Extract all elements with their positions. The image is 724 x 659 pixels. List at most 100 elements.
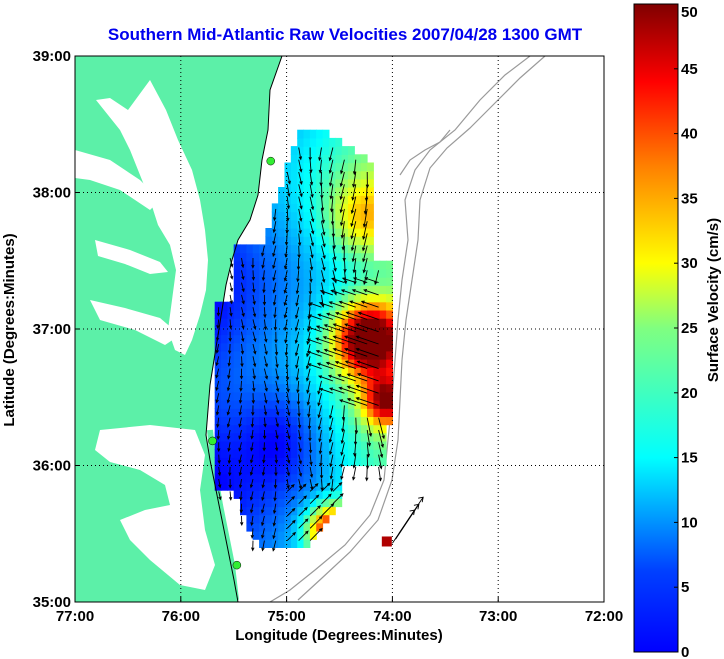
velocity-cell [278,424,285,434]
velocity-cell [303,440,311,450]
velocity-cell [265,293,273,303]
velocity-cell [284,228,292,237]
velocity-arrow [317,380,322,395]
velocity-cell [335,457,343,467]
velocity-cell [297,277,305,286]
velocity-cell [335,350,343,360]
velocity-arrow [298,147,303,161]
velocity-cell [265,260,273,270]
velocity-arrow [350,221,357,240]
velocity-cell [360,268,368,278]
velocity-arrow [339,184,345,201]
velocity-arrow [263,368,269,380]
velocity-cell [221,359,228,368]
velocity-cell [271,473,279,483]
velocity-arrow [229,270,234,280]
velocity-arrow [252,307,257,318]
velocity-cell [252,400,260,409]
y-tick-label: 39:00 [33,48,71,65]
velocity-cell [290,268,298,278]
velocity-cell [297,400,305,409]
velocity-cell [373,367,381,376]
velocity-cell [227,342,235,352]
velocity-cell [367,203,374,213]
velocity-cell [373,432,381,442]
velocity-arrow [319,454,323,467]
velocity-cell [386,383,393,393]
velocity-cell [341,334,349,344]
velocity-cell [233,252,241,262]
velocity-cell [271,391,279,401]
velocity-cell [259,465,266,475]
velocity-cell [303,178,311,188]
velocity-cell [271,228,279,237]
velocity-cell [246,416,254,426]
velocity-cell [246,244,254,254]
velocity-arrow [330,479,334,493]
velocity-arrow [295,356,300,369]
velocity-cell [252,440,260,450]
colorbar-tick-label: 40 [681,126,698,143]
velocity-cell [284,408,292,417]
velocity-cell [246,326,254,336]
velocity-cell [290,375,298,385]
velocity-cell [252,383,260,393]
velocity-cell [379,375,387,385]
velocity-cell [348,146,355,155]
velocity-arrow [286,519,296,529]
velocity-cell [271,350,279,360]
velocity-arrow [226,417,231,428]
velocity-arrow [315,325,334,333]
velocity-cell [297,522,305,532]
velocity-arrow [252,380,256,393]
velocity-arrow [273,479,278,489]
velocity-cell [348,203,355,213]
velocity-cell [271,408,279,417]
velocity-arrow [323,348,345,357]
velocity-cell [354,277,362,286]
velocity-cell [373,342,381,352]
velocity-cell [354,408,362,417]
velocity-cell [246,383,254,393]
velocity-cell [278,195,285,204]
velocity-cell [328,334,336,344]
velocity-cell [360,293,368,303]
velocity-cell [316,334,324,344]
york-james-river [90,300,180,345]
velocity-arrow [217,466,222,477]
velocity-cell [316,195,324,204]
velocity-arrow [309,466,314,479]
velocity-cell [341,309,349,319]
velocity-cell [265,318,273,327]
velocity-cell [284,400,292,409]
velocity-cell [367,211,374,221]
velocity-arrow [286,483,295,492]
velocity-cell [290,277,298,286]
velocity-cell [341,432,349,442]
velocity-cell [386,359,393,368]
velocity-cell [278,211,285,221]
velocity-cell [290,260,298,270]
velocity-cell [348,408,355,417]
velocity-cell [271,359,279,368]
velocity-cell [290,416,298,426]
velocity-cell [354,350,362,360]
velocity-cell [240,490,247,499]
velocity-cell [221,481,228,491]
velocity-cell [221,342,228,352]
velocity-cell [303,359,311,368]
velocity-cell [360,416,368,426]
velocity-cell [379,326,387,336]
velocity-arrow [285,356,289,369]
velocity-cell [303,416,311,426]
velocity-cell [271,465,279,475]
velocity-cell [335,465,343,475]
velocity-arrow [274,454,279,464]
velocity-arrow [306,338,322,345]
velocity-cell [278,260,285,270]
velocity-cell [309,383,317,393]
velocity-arrow [275,405,280,416]
velocity-cell [341,408,349,417]
velocity-arrow [298,221,302,235]
velocity-cell [233,383,241,393]
